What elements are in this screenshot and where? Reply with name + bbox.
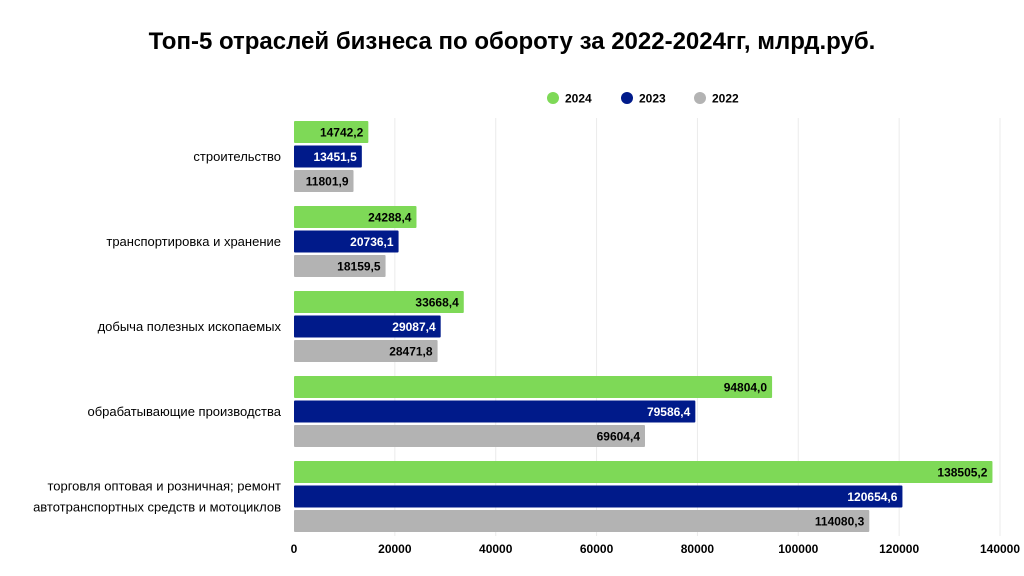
legend-marker-2022	[694, 92, 706, 104]
legend-label-2024: 2024	[565, 92, 592, 106]
category-label: торговля оптовая и розничная; ремонт	[47, 479, 281, 494]
bar-2022	[294, 340, 438, 362]
category-label: обрабатывающие производства	[87, 404, 281, 419]
legend-marker-2023	[621, 92, 633, 104]
bar-2023	[294, 485, 903, 508]
legend-marker-2024	[547, 92, 559, 104]
data-label-2024: 94804,0	[724, 381, 768, 395]
data-label-2023: 120654,6	[847, 490, 897, 504]
category-label: добыча полезных ископаемых	[98, 319, 282, 334]
category-label: транспортировка и хранение	[106, 234, 281, 249]
data-label-2023: 13451,5	[313, 150, 357, 164]
chart-title: Топ-5 отраслей бизнеса по обороту за 202…	[148, 28, 876, 55]
data-label-2023: 79586,4	[647, 405, 691, 419]
data-label-2024: 138505,2	[937, 466, 987, 480]
bar-2022	[294, 170, 354, 192]
x-tick-label: 20000	[378, 542, 412, 556]
x-tick-label: 0	[291, 542, 298, 556]
bar-2022	[294, 510, 870, 532]
legend-label-2023: 2023	[639, 92, 666, 106]
bar-2024	[294, 376, 773, 398]
category-label: автотранспортных средств и мотоциклов	[33, 500, 281, 515]
data-label-2023: 20736,1	[350, 235, 394, 249]
bar-2024	[294, 121, 369, 143]
bar-2023	[294, 315, 441, 338]
data-label-2022: 18159,5	[337, 260, 381, 274]
data-label-2024: 14742,2	[320, 126, 364, 140]
bar-2023	[294, 145, 362, 168]
x-tick-label: 100000	[778, 542, 818, 556]
x-tick-label: 60000	[580, 542, 614, 556]
category-label: строительство	[193, 149, 281, 164]
data-label-2022: 28471,8	[389, 345, 433, 359]
bar-2024	[294, 461, 993, 483]
data-label-2024: 24288,4	[368, 211, 412, 225]
data-label-2023: 29087,4	[392, 320, 436, 334]
bar-2023	[294, 400, 696, 423]
x-tick-label: 120000	[879, 542, 919, 556]
data-label-2022: 11801,9	[306, 175, 349, 189]
x-tick-label: 140000	[980, 542, 1020, 556]
bar-2024	[294, 291, 464, 313]
bar-2022	[294, 425, 646, 447]
x-tick-label: 80000	[681, 542, 715, 556]
bar-2024	[294, 206, 417, 228]
data-label-2022: 114080,3	[815, 515, 865, 529]
data-label-2024: 33668,4	[415, 296, 459, 310]
bar-2022	[294, 255, 386, 277]
data-label-2022: 69604,4	[597, 430, 641, 444]
x-tick-label: 40000	[479, 542, 513, 556]
bar-2023	[294, 230, 399, 253]
legend-label-2022: 2022	[712, 92, 739, 106]
